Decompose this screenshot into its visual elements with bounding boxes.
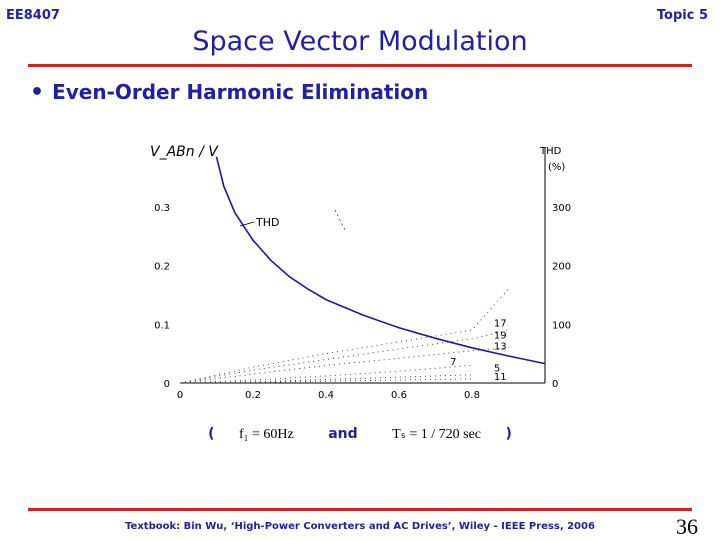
page-number: 36 bbox=[676, 514, 698, 539]
footer-divider bbox=[28, 508, 692, 511]
x-tick-1: 0.2 bbox=[245, 390, 261, 401]
harmonic-line-17 bbox=[179, 288, 509, 384]
x-tick-3: 0.6 bbox=[391, 390, 407, 401]
left-tick-3: 0.3 bbox=[154, 203, 170, 214]
right-axis-label: THD bbox=[539, 146, 562, 157]
bullet-item: • Even-Order Harmonic Elimination bbox=[30, 80, 428, 105]
topic-label: Topic 5 bbox=[656, 8, 708, 23]
harmonic-label-7: 7 bbox=[450, 357, 456, 368]
harmonic-label-17: 17 bbox=[494, 319, 507, 330]
sampling-eq: Tₛ = 1 / 720 sec bbox=[392, 427, 482, 442]
harmonic-line-7 bbox=[179, 364, 473, 384]
and-word: and bbox=[328, 426, 358, 442]
right-tick-labels: 0 100 200 300 bbox=[552, 203, 571, 390]
harmonic-line-11 bbox=[179, 378, 473, 384]
x-tick-labels: 0 0.2 0.4 0.6 0.8 bbox=[177, 390, 480, 401]
thd-label-leader bbox=[239, 221, 255, 227]
left-tick-0: 0 bbox=[164, 379, 170, 390]
left-tick-labels: 0 0.1 0.2 0.3 bbox=[154, 203, 170, 390]
thd-curve bbox=[215, 156, 546, 365]
left-tick-1: 0.1 bbox=[154, 320, 170, 331]
slide-title: Space Vector Modulation bbox=[192, 26, 528, 57]
right-axis-unit: (%) bbox=[548, 162, 565, 173]
x-tick-0: 0 bbox=[177, 390, 183, 401]
course-code: EE8407 bbox=[6, 8, 60, 23]
bullet-dot-icon: • bbox=[30, 80, 45, 105]
left-tick-2: 0.2 bbox=[154, 262, 170, 273]
harmonic-label-19: 19 bbox=[494, 330, 507, 341]
thd-label: THD bbox=[255, 216, 279, 229]
harmonic-series bbox=[179, 288, 509, 384]
right-tick-3: 300 bbox=[552, 203, 571, 214]
header-divider bbox=[28, 64, 692, 67]
right-tick-2: 200 bbox=[552, 262, 571, 273]
harmonic-chart: 0 0.1 0.2 0.3 0 100 200 300 0 0.2 0.4 0.6 0.8 1719… bbox=[150, 144, 571, 401]
thd-arrow-leader bbox=[334, 209, 346, 231]
close-paren: ) bbox=[505, 426, 512, 442]
x-tick-4: 0.8 bbox=[464, 390, 480, 401]
conditions-line: ( f₁ = 60Hz and Tₛ = 1 / 720 sec ) bbox=[0, 426, 720, 443]
harmonic-line-5 bbox=[179, 374, 473, 384]
harmonic-label-13: 13 bbox=[494, 342, 507, 353]
open-paren: ( bbox=[208, 426, 215, 442]
harmonic-label-5: 5 bbox=[494, 363, 500, 374]
harmonic-line-19 bbox=[179, 329, 509, 384]
right-tick-0: 0 bbox=[552, 379, 558, 390]
footer-citation: Textbook: Bin Wu, ‘High-Power Converters… bbox=[125, 521, 595, 532]
harmonic-label-11: 11 bbox=[494, 372, 507, 383]
right-tick-1: 100 bbox=[552, 320, 571, 331]
bullet-text: Even-Order Harmonic Elimination bbox=[52, 80, 429, 104]
left-axis-label: V_ABn / V bbox=[150, 144, 219, 160]
harmonic-line-13 bbox=[179, 347, 509, 384]
frequency-eq: f₁ = 60Hz bbox=[238, 427, 294, 442]
x-tick-2: 0.4 bbox=[318, 390, 334, 401]
